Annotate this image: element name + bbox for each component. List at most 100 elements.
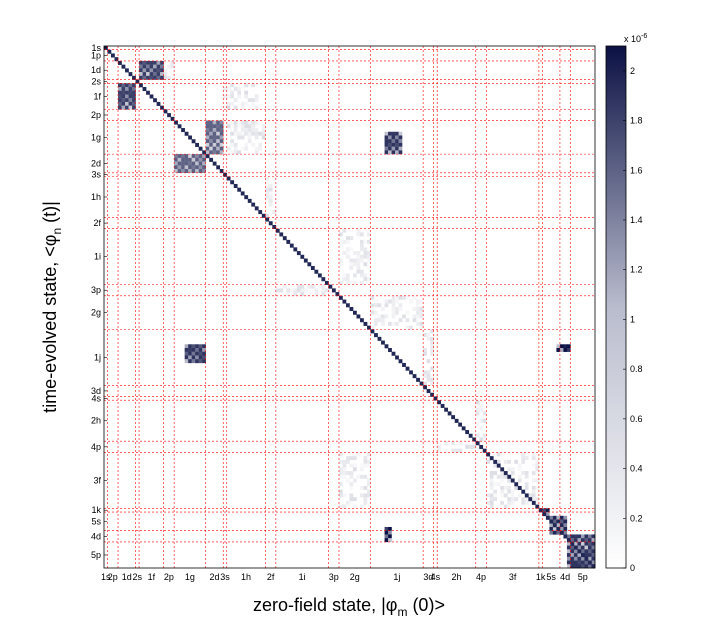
faint-cell [338, 493, 343, 498]
x-tick-label: 5p [578, 572, 588, 582]
faint-cell [360, 463, 364, 468]
diagonal-cell [282, 236, 287, 241]
diagonal-cell [142, 87, 147, 92]
diagonal-cell [265, 217, 270, 222]
colorbar-tick-layer: 0 0.2 0.4 0.6 0.8 1 1.2 1.4 1.6 1.8 2 [623, 66, 643, 573]
block-cell [160, 68, 164, 73]
block-cell [209, 142, 213, 147]
diagonal-cell [272, 224, 277, 229]
diagonal-cell [409, 370, 413, 375]
faint-cell [345, 280, 350, 285]
faint-cell [265, 198, 270, 203]
block-cell [216, 135, 220, 140]
faint-cell [419, 310, 424, 315]
faint-cell [342, 251, 347, 255]
faint-cell [226, 146, 231, 151]
block-cell [212, 139, 217, 144]
block-cell [174, 157, 178, 162]
faint-cell [524, 482, 529, 487]
faint-cell [223, 105, 227, 110]
diagonal-cell [111, 53, 115, 58]
block-cell [149, 72, 154, 77]
faint-cell [419, 299, 424, 304]
block-cell [153, 64, 157, 69]
faint-cell [391, 307, 396, 311]
diagonal-cell [440, 403, 445, 408]
faint-cell [367, 254, 371, 259]
faint-cell [233, 120, 238, 125]
diagonal-cell [146, 90, 150, 95]
faint-cell [230, 139, 234, 144]
diagonal-cell [496, 463, 501, 468]
block-cell [125, 98, 129, 103]
faint-cell [254, 128, 259, 132]
block-cell [577, 556, 582, 561]
faint-cell [458, 441, 462, 446]
faint-cell [286, 288, 291, 293]
faint-cell [251, 98, 256, 103]
faint-cell [524, 485, 529, 490]
faint-cell [240, 131, 245, 136]
faint-cell [360, 239, 364, 244]
block-cell [209, 150, 213, 155]
diagonal-cell [374, 333, 378, 338]
block-cell [181, 161, 185, 166]
faint-cell [493, 471, 497, 475]
block-cell [188, 157, 192, 162]
diagonal-cell [237, 187, 242, 192]
faint-cell [510, 467, 515, 472]
block-cell [566, 534, 571, 539]
block-cell [563, 523, 568, 528]
diagonal-cell [254, 206, 259, 211]
faint-cell [500, 474, 505, 479]
block-cell [205, 128, 210, 132]
x-tick-label: 4p [476, 572, 486, 582]
block-cell [587, 541, 592, 546]
block-cell [205, 135, 210, 140]
faint-cell [265, 195, 270, 200]
block-cell [584, 549, 589, 554]
faint-cell [391, 321, 396, 326]
block-cell [149, 68, 154, 73]
faint-cell [349, 497, 354, 502]
block-cell [198, 355, 203, 360]
diagonal-cell [139, 83, 143, 88]
block-cell [184, 169, 189, 173]
diagonal-cell [437, 400, 441, 405]
faint-cell [517, 478, 522, 483]
block-cell [384, 135, 389, 140]
block-cell [128, 98, 133, 103]
diagonal-cell [447, 411, 452, 416]
faint-cell [381, 318, 385, 323]
faint-cell [338, 459, 343, 464]
faint-cell [307, 292, 312, 297]
diagonal-cell [577, 549, 582, 554]
faint-cell [338, 280, 343, 285]
faint-cell [261, 128, 266, 132]
faint-cell [528, 493, 533, 498]
faint-cell [496, 459, 501, 464]
x-tick-label: 1k [536, 572, 546, 582]
block-cell [570, 545, 575, 550]
faint-cell [535, 467, 540, 472]
faint-cell [465, 441, 469, 446]
faint-cell [268, 187, 273, 192]
faint-cell [230, 120, 234, 125]
faint-cell [268, 191, 273, 196]
faint-cell [531, 489, 536, 494]
faint-cell [360, 493, 364, 498]
x-tick-label: 2g [350, 572, 360, 582]
faint-cell [503, 504, 508, 509]
diagonal-cell [223, 172, 228, 177]
diagonal-cell [503, 471, 508, 476]
faint-cell [489, 500, 494, 505]
faint-cell [338, 474, 343, 479]
block-cell [188, 351, 192, 356]
block-cell [202, 161, 206, 166]
y-tick-label: 1s [91, 43, 101, 53]
block-cell [149, 64, 154, 69]
faint-cell [395, 310, 399, 315]
faint-cell [479, 403, 483, 408]
block-cell [577, 553, 582, 558]
faint-cell [338, 232, 343, 237]
